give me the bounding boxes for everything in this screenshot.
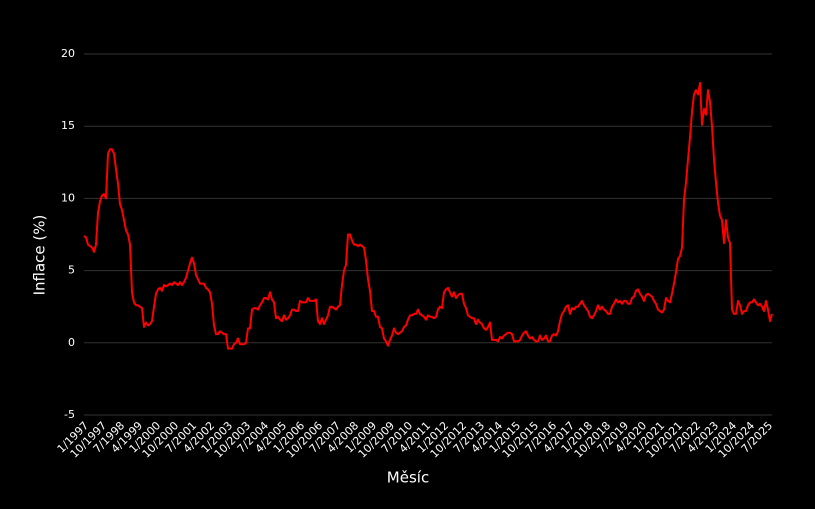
y-tick-label: 10 — [61, 191, 75, 204]
y-axis-title: Inflace (%) — [31, 215, 49, 296]
y-tick-label: 5 — [68, 264, 75, 277]
y-tick-label: -5 — [64, 408, 75, 421]
x-axis-title: Měsíc — [387, 469, 429, 487]
line — [83, 81, 773, 350]
y-tick-label: 20 — [61, 47, 75, 60]
y-tick-label: 0 — [68, 336, 75, 349]
y-tick-label: 15 — [61, 119, 75, 132]
